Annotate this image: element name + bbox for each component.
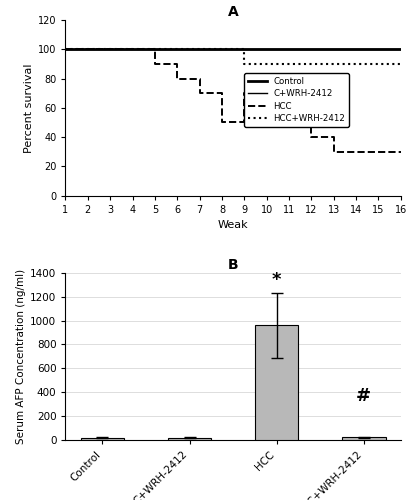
Bar: [81, 438, 124, 440]
Y-axis label: Serum AFP Concentration (ng/ml): Serum AFP Concentration (ng/ml): [16, 269, 26, 444]
Title: A: A: [228, 5, 238, 19]
Text: *: *: [272, 272, 281, 289]
Text: #: #: [356, 388, 371, 406]
Bar: [342, 438, 386, 440]
Title: B: B: [228, 258, 238, 272]
Bar: [255, 326, 299, 440]
X-axis label: Weak: Weak: [218, 220, 248, 230]
Bar: [168, 438, 211, 440]
Legend: Control, C+WRH-2412, HCC, HCC+WRH-2412: Control, C+WRH-2412, HCC, HCC+WRH-2412: [244, 74, 349, 126]
Y-axis label: Percent survival: Percent survival: [24, 63, 34, 152]
